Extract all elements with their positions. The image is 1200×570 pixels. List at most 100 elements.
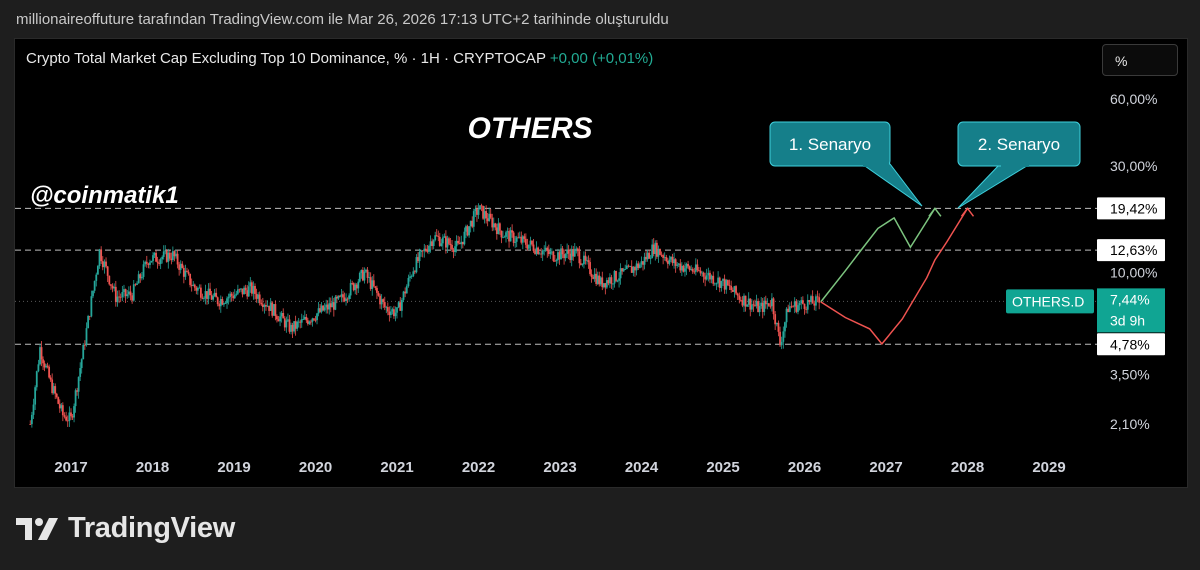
- candle-body: [279, 316, 281, 322]
- candle-body: [502, 236, 504, 238]
- candle-body: [226, 298, 228, 304]
- x-axis-tick-label: 2027: [869, 459, 902, 476]
- candle-body: [314, 319, 317, 321]
- candle-body: [543, 250, 546, 252]
- callout-label: 1. Senaryo: [789, 135, 871, 154]
- candle-body: [505, 232, 507, 237]
- candle-body: [159, 259, 162, 264]
- candle-body: [79, 368, 82, 377]
- candle-body: [48, 366, 51, 378]
- y-axis-tick-label: 60,00%: [1110, 91, 1157, 107]
- candle-body: [668, 259, 671, 264]
- candle-body: [452, 249, 455, 253]
- candle-body: [294, 321, 297, 329]
- candle-body: [213, 292, 216, 297]
- candle-body: [207, 288, 210, 299]
- candle-body: [728, 285, 731, 286]
- candle-body: [302, 319, 305, 320]
- candle-body: [483, 211, 486, 219]
- x-axis-tick-label: 2020: [299, 459, 332, 476]
- candle-body: [88, 316, 91, 317]
- price-change: +0,00 (+0,01%): [549, 50, 654, 67]
- candle-body: [709, 272, 711, 280]
- x-axis-tick-label: 2021: [380, 459, 413, 476]
- candle-body: [201, 297, 204, 299]
- tradingview-logo-icon: [16, 517, 58, 540]
- candle-body: [676, 264, 679, 266]
- level-badge-label: 4,78%: [1110, 336, 1150, 352]
- x-axis-tick-label: 2019: [217, 459, 250, 476]
- candle-body: [168, 252, 171, 259]
- candle-body: [379, 295, 381, 305]
- candle-body: [171, 251, 174, 261]
- candle-body: [593, 273, 596, 279]
- candle-body: [388, 311, 391, 316]
- candle-body: [651, 244, 654, 258]
- candle-body: [616, 280, 619, 282]
- candle-body: [196, 287, 199, 291]
- candle-body: [805, 308, 808, 310]
- candle-body: [265, 304, 267, 307]
- candle-body: [80, 359, 83, 369]
- candle-body: [376, 287, 378, 293]
- candle-body: [145, 261, 148, 264]
- candle-body: [731, 289, 734, 292]
- scenario-callout-2: 2. Senaryo: [957, 121, 1081, 209]
- candle-body: [229, 293, 232, 298]
- candle-body: [73, 406, 75, 418]
- candle-body: [607, 280, 610, 284]
- candle-body: [498, 223, 501, 231]
- candle-body: [316, 313, 318, 321]
- candle-body: [763, 300, 766, 312]
- candle-body: [434, 235, 437, 241]
- candle-body: [604, 283, 607, 288]
- candle-body: [815, 296, 817, 306]
- candle-body: [492, 223, 495, 228]
- candle-body: [131, 295, 134, 301]
- scenario-arrowhead-1: [928, 207, 942, 217]
- candle-body: [152, 255, 154, 261]
- candle-body: [602, 283, 605, 288]
- candle-body: [774, 314, 777, 325]
- candle-body: [613, 271, 616, 284]
- candle-body: [750, 304, 753, 310]
- candle-body: [747, 298, 750, 305]
- candle-body: [319, 308, 321, 312]
- candle-body: [621, 268, 624, 272]
- candle-body: [609, 277, 611, 284]
- candle-body: [761, 302, 764, 312]
- candle-body: [95, 274, 98, 281]
- candle-body: [389, 311, 392, 316]
- candle-body: [813, 303, 816, 306]
- candle-body: [252, 285, 255, 294]
- candle-body: [421, 250, 424, 252]
- tradingview-logo[interactable]: TradingView: [16, 512, 235, 545]
- candle-body: [500, 230, 503, 238]
- candle-body: [766, 303, 769, 305]
- candle-body: [420, 250, 423, 252]
- symbol-badge-label: OTHERS.D: [1012, 293, 1084, 309]
- candle-body: [592, 277, 595, 279]
- tradingview-wordmark: TradingView: [68, 512, 235, 544]
- chart-panel[interactable]: [14, 38, 1188, 488]
- percent-scale-button[interactable]: %: [1102, 44, 1178, 76]
- candle-body: [377, 292, 380, 296]
- candle-body: [216, 297, 219, 305]
- candle-body: [578, 251, 581, 264]
- candle-body: [249, 282, 252, 287]
- candle-body: [655, 242, 658, 257]
- candle-body: [407, 277, 410, 287]
- candle-body: [546, 247, 549, 251]
- candle-body: [43, 363, 46, 368]
- candle-body: [161, 256, 164, 260]
- candle-body: [508, 231, 510, 242]
- symbol-legend[interactable]: Crypto Total Market Cap Excluding Top 10…: [26, 50, 653, 67]
- candle-body: [477, 209, 480, 215]
- candle-body: [96, 266, 99, 275]
- candle-body: [199, 287, 202, 298]
- candle-body: [618, 278, 620, 281]
- candle-body: [637, 263, 640, 268]
- candle-body: [189, 273, 192, 285]
- candle-body: [531, 240, 533, 245]
